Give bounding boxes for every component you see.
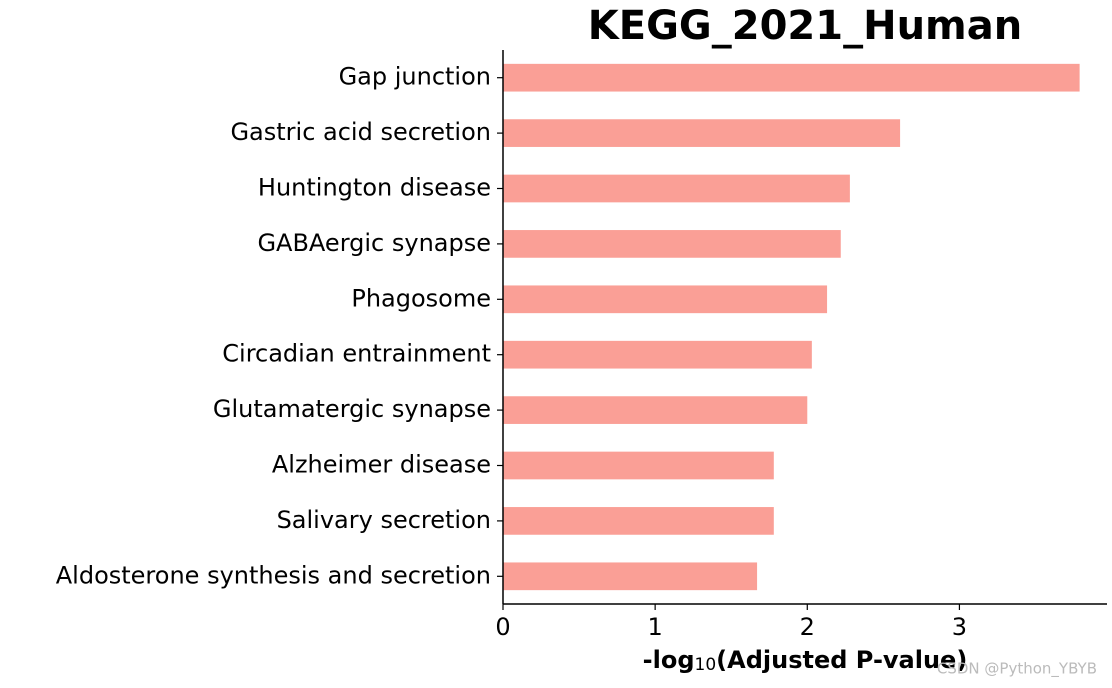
y-tick-label: Gap junction <box>339 63 491 91</box>
x-axis-label: -log10(Adjusted P-value) <box>643 646 968 675</box>
bar <box>503 119 901 147</box>
y-tick-label: Huntington disease <box>258 174 491 202</box>
bar <box>503 285 828 314</box>
x-label-part: (Adjusted P-value) <box>716 646 967 674</box>
bar <box>503 396 808 424</box>
x-tick-label: 1 <box>648 613 663 641</box>
watermark: CSDN @Python_YBYB <box>937 660 1097 679</box>
bar <box>503 451 774 480</box>
y-tick-label: Salivary secretion <box>277 506 491 534</box>
bar <box>503 340 812 369</box>
y-tick-label: Glutamatergic synapse <box>213 395 491 423</box>
x-tick-label: 3 <box>952 613 967 641</box>
bar <box>503 230 841 258</box>
x-tick-label: 2 <box>800 613 815 641</box>
bar <box>503 174 850 203</box>
x-tick-label: 0 <box>495 613 510 641</box>
x-label-subscript: 10 <box>695 655 717 675</box>
bar <box>503 63 1080 92</box>
y-tick-label: Circadian entrainment <box>222 340 491 368</box>
y-tick-label: Phagosome <box>351 284 491 312</box>
y-tick-label: Alzheimer disease <box>272 451 491 479</box>
y-tick-label: Aldosterone synthesis and secretion <box>56 561 491 589</box>
bar <box>503 562 758 591</box>
bar <box>503 507 774 535</box>
y-tick-label: Gastric acid secretion <box>230 118 491 146</box>
y-tick-label: GABAergic synapse <box>257 229 491 257</box>
x-label-part: -log <box>643 646 695 674</box>
chart-title: KEGG_2021_Human <box>588 3 1022 49</box>
